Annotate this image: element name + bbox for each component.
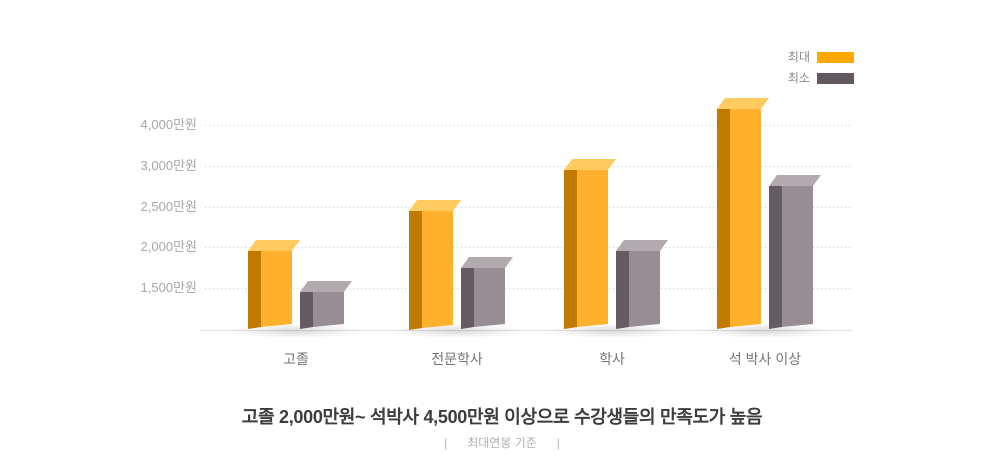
bar-top-face xyxy=(717,98,769,109)
bar-front-face xyxy=(577,170,608,327)
legend-label-min: 최소 xyxy=(787,71,810,85)
bar-side-face xyxy=(248,251,261,329)
bar-front-face xyxy=(629,251,660,327)
bar-side-face xyxy=(717,109,730,329)
caption-subtitle: | 최대연봉 기준 | xyxy=(0,434,1004,451)
y-tick-label-4000: 4,000만원 xyxy=(140,117,197,132)
caption-subtitle-text: 최대연봉 기준 xyxy=(467,436,537,450)
y-tick-label-2500: 2,500만원 xyxy=(140,199,197,214)
gridline-3000 xyxy=(205,166,852,167)
gridline-4000 xyxy=(205,125,852,126)
legend-label-max: 최대 xyxy=(787,50,810,64)
bar-side-face xyxy=(616,251,629,329)
bar-min-cat3 xyxy=(769,175,821,329)
separator-right-icon: | xyxy=(556,436,560,450)
bar-top-face xyxy=(300,281,352,292)
bar-top-face xyxy=(409,200,461,211)
x-category-label-cat1: 전문학사 xyxy=(431,351,483,367)
y-tick-label-2000: 2,000만원 xyxy=(140,239,197,254)
y-tick-label-3000: 3,000만원 xyxy=(140,158,197,173)
legend-swatch-min-icon xyxy=(817,72,854,84)
bar-front-face xyxy=(313,292,344,327)
bar-front-face xyxy=(730,109,761,327)
gridline-2000 xyxy=(205,247,852,248)
bar-min-cat1 xyxy=(461,257,513,329)
bar-side-face xyxy=(300,292,313,329)
gridline-1500 xyxy=(205,288,852,289)
x-category-label-cat3: 석 박사 이상 xyxy=(728,351,802,367)
bar-front-face xyxy=(261,251,292,327)
bar-front-face xyxy=(782,186,813,327)
bar-side-face xyxy=(564,170,577,329)
separator-left-icon: | xyxy=(444,436,448,450)
bar-side-face xyxy=(461,268,474,329)
bar-max-cat2 xyxy=(564,159,616,329)
x-axis-baseline xyxy=(200,330,852,331)
legend-swatch-max-icon xyxy=(817,51,854,63)
gridline-2500 xyxy=(205,207,852,208)
bar-side-face xyxy=(409,211,422,330)
bar-min-cat2 xyxy=(616,240,668,329)
bar-max-cat1 xyxy=(409,200,461,330)
x-category-label-cat2: 학사 xyxy=(599,351,625,367)
x-category-label-cat0: 고졸 xyxy=(283,351,309,367)
bar-max-cat0 xyxy=(248,240,300,329)
bar-side-face xyxy=(769,186,782,329)
bar-top-face xyxy=(616,240,668,251)
bar-top-face xyxy=(248,240,300,251)
caption-title: 고졸 2,000만원~ 석박사 4,500만원 이상으로 수강생들의 만족도가 … xyxy=(241,407,763,427)
y-tick-label-1500: 1,500만원 xyxy=(140,280,197,295)
bar-max-cat3 xyxy=(717,98,769,329)
bar-top-face xyxy=(769,175,821,186)
bar-min-cat0 xyxy=(300,281,352,329)
bar-front-face xyxy=(474,268,505,327)
bar-top-face xyxy=(461,257,513,268)
bar-front-face xyxy=(422,211,453,328)
legend-item-max: 최대 xyxy=(788,51,854,63)
bar-top-face xyxy=(564,159,616,170)
legend-item-min: 최소 xyxy=(788,72,854,84)
